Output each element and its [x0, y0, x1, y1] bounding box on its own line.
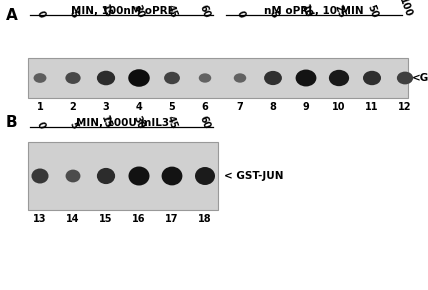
- Text: 0: 0: [234, 9, 246, 19]
- Text: 16: 16: [132, 214, 146, 224]
- Text: 5: 5: [67, 120, 79, 130]
- Text: 5: 5: [67, 9, 79, 19]
- Text: 15: 15: [99, 3, 113, 19]
- Ellipse shape: [296, 70, 316, 86]
- Text: 45: 45: [165, 3, 179, 19]
- Text: B: B: [6, 115, 18, 130]
- Ellipse shape: [199, 73, 211, 83]
- Ellipse shape: [97, 71, 115, 85]
- Text: 1: 1: [37, 102, 43, 112]
- Ellipse shape: [164, 72, 180, 84]
- Text: 18: 18: [198, 214, 212, 224]
- Ellipse shape: [33, 73, 47, 83]
- Text: 30: 30: [132, 114, 146, 130]
- Text: 13: 13: [33, 214, 47, 224]
- Ellipse shape: [329, 70, 349, 86]
- Text: <GST-JUN: <GST-JUN: [412, 73, 428, 83]
- Text: 2: 2: [70, 102, 76, 112]
- Text: 5: 5: [267, 9, 279, 19]
- Text: MIN, 100nM oPRL: MIN, 100nM oPRL: [71, 6, 174, 16]
- Ellipse shape: [97, 168, 115, 184]
- Text: 15: 15: [99, 114, 113, 130]
- FancyBboxPatch shape: [28, 142, 218, 210]
- Ellipse shape: [162, 166, 182, 185]
- Text: 10: 10: [332, 102, 346, 112]
- Text: 15: 15: [99, 214, 113, 224]
- Text: 60: 60: [198, 114, 212, 130]
- Text: 60: 60: [198, 3, 212, 19]
- Ellipse shape: [397, 72, 413, 84]
- Ellipse shape: [264, 71, 282, 85]
- Text: 8: 8: [270, 102, 276, 112]
- Ellipse shape: [32, 168, 48, 184]
- Text: 0: 0: [34, 120, 46, 130]
- Ellipse shape: [363, 71, 381, 85]
- Ellipse shape: [195, 167, 215, 185]
- Text: 12: 12: [398, 102, 412, 112]
- Text: 7: 7: [237, 102, 244, 112]
- Text: A: A: [6, 8, 18, 23]
- Text: 11: 11: [365, 102, 379, 112]
- Text: 45: 45: [165, 114, 179, 130]
- Text: 5: 5: [169, 102, 175, 112]
- Text: 0: 0: [34, 9, 46, 19]
- Text: 100: 100: [397, 0, 413, 19]
- Text: 25: 25: [332, 3, 346, 19]
- Text: 6: 6: [202, 102, 208, 112]
- Text: 30: 30: [132, 3, 146, 19]
- Text: 50: 50: [365, 3, 379, 19]
- Text: MIN, 100U mIL3: MIN, 100U mIL3: [76, 118, 169, 128]
- Text: 14: 14: [66, 214, 80, 224]
- Text: 3: 3: [103, 102, 110, 112]
- Ellipse shape: [128, 69, 150, 87]
- Ellipse shape: [65, 170, 80, 182]
- FancyBboxPatch shape: [28, 58, 408, 98]
- Ellipse shape: [65, 72, 80, 84]
- Text: 10: 10: [299, 3, 313, 19]
- Text: 17: 17: [165, 214, 179, 224]
- Ellipse shape: [128, 166, 149, 186]
- Ellipse shape: [234, 73, 246, 83]
- Text: < GST-JUN: < GST-JUN: [224, 171, 283, 181]
- Text: 9: 9: [303, 102, 309, 112]
- Text: nM oPRL, 10 MIN: nM oPRL, 10 MIN: [264, 6, 363, 16]
- Text: 4: 4: [136, 102, 143, 112]
